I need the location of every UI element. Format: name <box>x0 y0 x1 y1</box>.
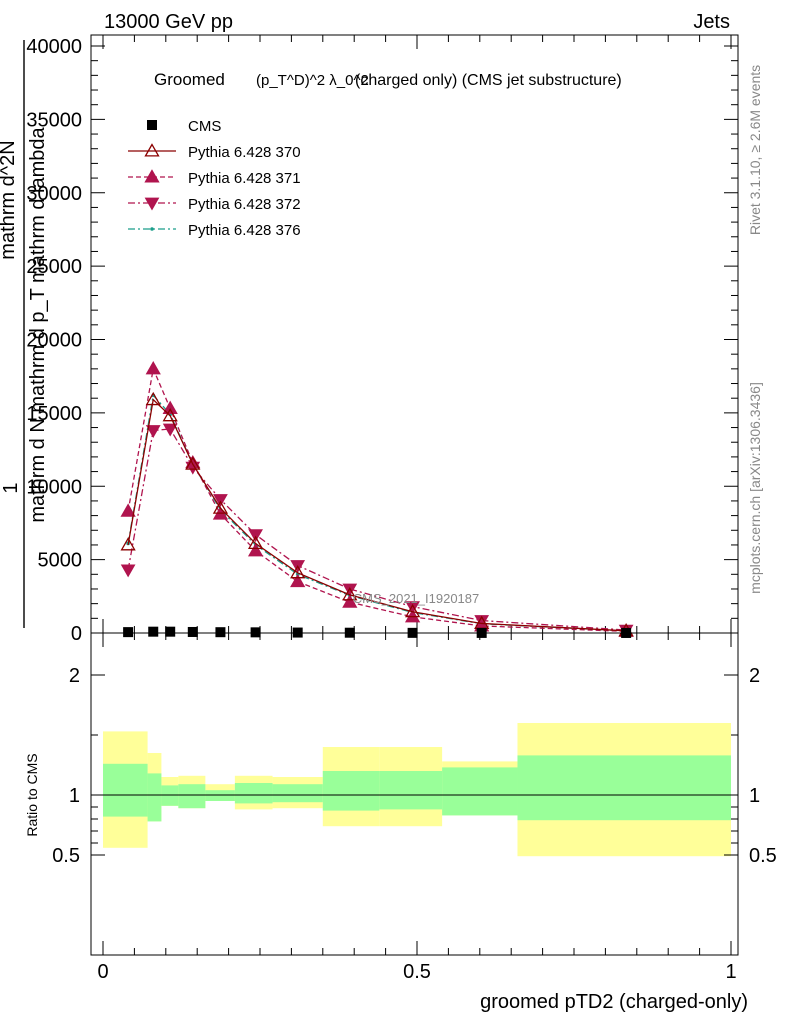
series-2-point <box>145 361 161 375</box>
main-y-tick-label: 35000 <box>26 109 82 131</box>
legend: CMS Pythia 6.428 370 Pythia 6.428 371 Pythi… <box>128 118 301 239</box>
legend-item-2: Pythia 6.428 371 <box>128 169 301 187</box>
series-0-point <box>250 627 261 638</box>
ratio-y-tick-label-left: 0.5 <box>52 845 80 867</box>
series-3-point <box>405 601 420 615</box>
y-axis-label-line-1: 1 <box>0 482 22 493</box>
ratio-axis-ticks <box>91 633 738 955</box>
series-2-point <box>185 454 201 469</box>
ratio-uncertainty-bands <box>103 723 731 857</box>
ratio-y-tick-label-left: 1 <box>69 785 80 807</box>
ratio-stat-band <box>178 784 206 809</box>
title-prefix: Groomed <box>154 70 225 89</box>
main-y-tick-label: 25000 <box>26 256 82 278</box>
title-formula: (p_T^D)^2 λ_0^2 <box>256 72 369 89</box>
legend-item-4: Pythia 6.428 376 <box>128 222 301 239</box>
main-y-tick-label: 20000 <box>26 330 82 352</box>
y-axis-label-line-3: mathrm d^2N <box>0 140 19 259</box>
x-axis-label: groomed pTD2 (charged-only) <box>480 991 748 1013</box>
series-0-point <box>215 627 226 638</box>
series-1-point <box>185 456 201 470</box>
x-tick-label: 0 <box>97 961 108 983</box>
ratio-stat-band <box>322 771 380 811</box>
ratio-stat-band <box>379 771 443 810</box>
series-1-point <box>145 391 161 406</box>
x-tick-label: 0.5 <box>403 961 431 983</box>
ratio-stat-band <box>442 767 518 816</box>
main-y-tick-label: 40000 <box>26 36 82 58</box>
rivet-version-label: Rivet 3.1.10, ≥ 2.6M events <box>747 65 763 235</box>
mcplots-label: mcplots.cern.ch [arXiv:1306.3436] <box>747 382 763 594</box>
legend-marker-swatch <box>144 197 160 211</box>
series-2-point <box>342 594 358 608</box>
series-1-point <box>162 407 178 422</box>
ratio-stat-band <box>517 755 731 821</box>
main-y-tick-label: 15000 <box>26 403 82 425</box>
x-tick-label: 1 <box>725 961 736 983</box>
ratio-stat-band <box>103 763 148 817</box>
legend-marker-swatch <box>144 169 160 183</box>
legend-marker-swatch <box>150 227 154 231</box>
title-suffix: (charged only) (CMS jet substructure) <box>355 72 622 89</box>
ratio-y-tick-label-right: 2 <box>749 665 760 687</box>
series-0-point <box>165 626 176 637</box>
series-1-point <box>212 500 229 514</box>
series-3-point <box>162 423 178 437</box>
main-y-tick-label: 30000 <box>26 183 82 205</box>
ratio-stat-band <box>147 773 162 822</box>
series-1-line <box>127 398 627 632</box>
ratio-stat-band <box>272 784 323 803</box>
series-1-point <box>342 587 358 601</box>
main-axis-ticks <box>91 35 738 634</box>
plot-title: Groomed <box>154 70 225 89</box>
main-y-tick-label: 0 <box>71 623 82 645</box>
series-3-point <box>145 425 161 438</box>
beam-label: 13000 GeV pp <box>104 11 233 33</box>
series-1-point <box>120 537 136 551</box>
series-3-point <box>248 529 263 543</box>
series-2-point <box>120 503 136 517</box>
series-2-point <box>247 543 264 557</box>
series-0-point <box>148 626 159 637</box>
legend-marker-swatch <box>144 143 160 157</box>
series-0-point <box>187 626 198 637</box>
series-2-point <box>162 400 178 414</box>
legend-label: Pythia 6.428 370 <box>188 144 301 161</box>
main-plot-panel: 0 5000 10000 15000 20000 25000 30000 35000 40000… <box>0 34 739 645</box>
legend-label: Pythia 6.428 376 <box>188 222 301 239</box>
legend-marker-swatch <box>147 120 157 130</box>
series-1-point <box>404 603 421 618</box>
series-3-point <box>120 564 136 578</box>
ratio-y-axis-label: Ratio to CMS <box>24 753 40 836</box>
series-2-point <box>290 573 306 588</box>
jets-label: Jets <box>693 11 730 33</box>
ratio-y-tick-label-left: 2 <box>69 665 80 687</box>
series-0-point <box>123 627 134 638</box>
legend-label: Pythia 6.428 372 <box>188 196 301 213</box>
legend-item-3: Pythia 6.428 372 <box>128 196 301 213</box>
ratio-stat-band <box>205 790 235 801</box>
ratio-stat-band <box>161 785 179 806</box>
legend-label: CMS <box>188 118 221 135</box>
ratio-y-tick-label-right: 0.5 <box>749 845 777 867</box>
series-1-point <box>290 565 306 579</box>
series-3-point <box>342 583 358 597</box>
analysis-watermark: CMS_2021_I1920187 <box>353 591 480 606</box>
main-y-tick-label: 10000 <box>26 476 82 498</box>
ratio-y-tick-label-right: 1 <box>749 785 760 807</box>
legend-item-1: Pythia 6.428 370 <box>128 143 301 161</box>
ratio-frame <box>90 632 739 956</box>
main-y-tick-labels: 0 5000 10000 15000 20000 25000 30000 35000 40000 <box>26 36 82 645</box>
legend-item-0: CMS <box>147 118 221 135</box>
series-3-point <box>213 494 228 507</box>
y-axis-label-line-2: mathrm d N mathrm d p_T mathrm d lambda <box>27 126 49 522</box>
ratio-plot-panel: 0.5 0.5 1 1 2 2 0 0.5 1 Ratio to CMS groomed pTD… <box>24 632 777 1013</box>
main-y-tick-label: 5000 <box>38 550 83 572</box>
legend-label: Pythia 6.428 371 <box>188 170 301 187</box>
ratio-stat-band <box>234 783 273 804</box>
ratio-tick-labels: 0.5 0.5 1 1 2 2 0 0.5 1 <box>52 665 777 983</box>
series-1-point <box>247 535 264 550</box>
